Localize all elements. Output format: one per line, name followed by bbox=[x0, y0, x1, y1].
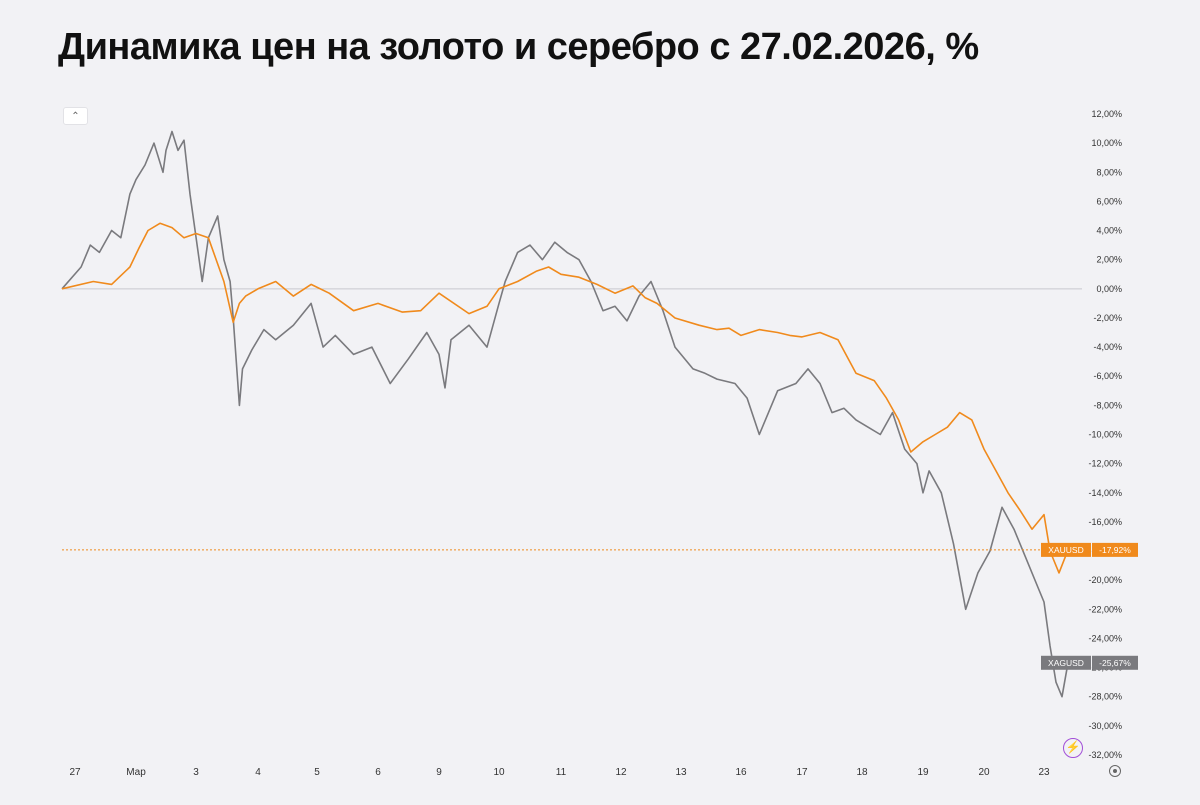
series-tag-xauusd bbox=[1041, 542, 1091, 557]
y-tick-label: 6,00% bbox=[1096, 196, 1122, 206]
x-tick-label: 27 bbox=[69, 767, 81, 778]
y-tick-label: -6,00% bbox=[1093, 371, 1122, 381]
series-line-xauusd bbox=[61, 222, 1069, 574]
x-tick-label: 18 bbox=[856, 767, 868, 778]
gear-icon[interactable] bbox=[1109, 765, 1121, 777]
series-value-label: -25,67% bbox=[1099, 658, 1131, 668]
y-tick-label: -2,00% bbox=[1093, 313, 1122, 323]
y-tick-label: -24,00% bbox=[1088, 633, 1122, 643]
x-tick-label: 23 bbox=[1038, 767, 1050, 778]
x-tick-label: 20 bbox=[978, 767, 990, 778]
y-tick-label: -20,00% bbox=[1088, 575, 1122, 585]
x-tick-label: 12 bbox=[615, 767, 627, 778]
x-tick-label: 13 bbox=[675, 767, 687, 778]
series-tag-xagusd bbox=[1041, 655, 1091, 670]
y-tick-label: -14,00% bbox=[1088, 488, 1122, 498]
y-tick-label: 0,00% bbox=[1096, 284, 1122, 294]
series-value-tag-xauusd bbox=[1092, 542, 1138, 557]
series-value-tag-xagusd bbox=[1092, 655, 1138, 670]
x-tick-label: 16 bbox=[735, 767, 747, 778]
y-tick-label: -22,00% bbox=[1088, 604, 1122, 614]
y-tick-label: -28,00% bbox=[1088, 692, 1122, 702]
x-tick-label: 11 bbox=[556, 767, 567, 778]
x-tick-label: 5 bbox=[314, 767, 320, 778]
collapse-button[interactable]: ⌃ bbox=[63, 107, 88, 125]
y-tick-label: 4,00% bbox=[1096, 226, 1122, 236]
series-tag-label: XAGUSD bbox=[1048, 658, 1084, 668]
y-tick-label: 8,00% bbox=[1096, 167, 1122, 177]
y-tick-label: -16,00% bbox=[1088, 517, 1122, 527]
x-tick-label: 3 bbox=[193, 767, 199, 778]
x-tick-label: 19 bbox=[917, 767, 929, 778]
x-tick-label: 6 bbox=[375, 767, 381, 778]
series-value-label: -17,92% bbox=[1099, 545, 1131, 555]
y-tick-label: -8,00% bbox=[1093, 400, 1122, 410]
x-tick-label: 4 bbox=[255, 767, 261, 778]
y-tick-label: -12,00% bbox=[1088, 459, 1122, 469]
page-title: Динамика цен на золото и серебро с 27.02… bbox=[58, 26, 979, 68]
y-tick-label: 10,00% bbox=[1091, 138, 1122, 148]
y-tick-label: -32,00% bbox=[1088, 750, 1122, 760]
lightning-icon[interactable]: ⚡ bbox=[1063, 738, 1083, 758]
x-tick-label: 10 bbox=[493, 767, 505, 778]
y-tick-label: -10,00% bbox=[1088, 430, 1122, 440]
x-tick-label: 9 bbox=[436, 767, 442, 778]
y-tick-label: -4,00% bbox=[1093, 342, 1122, 352]
y-tick-label: -30,00% bbox=[1088, 721, 1122, 731]
x-tick-label: 17 bbox=[796, 767, 808, 778]
chevron-up-icon: ⌃ bbox=[71, 110, 80, 122]
series-line-xagusd bbox=[61, 130, 1069, 698]
x-tick-label: Мар bbox=[126, 767, 146, 778]
series-tag-label: XAUUSD bbox=[1048, 545, 1083, 555]
y-tick-label: 2,00% bbox=[1096, 255, 1122, 265]
y-tick-label: 12,00% bbox=[1091, 109, 1122, 119]
